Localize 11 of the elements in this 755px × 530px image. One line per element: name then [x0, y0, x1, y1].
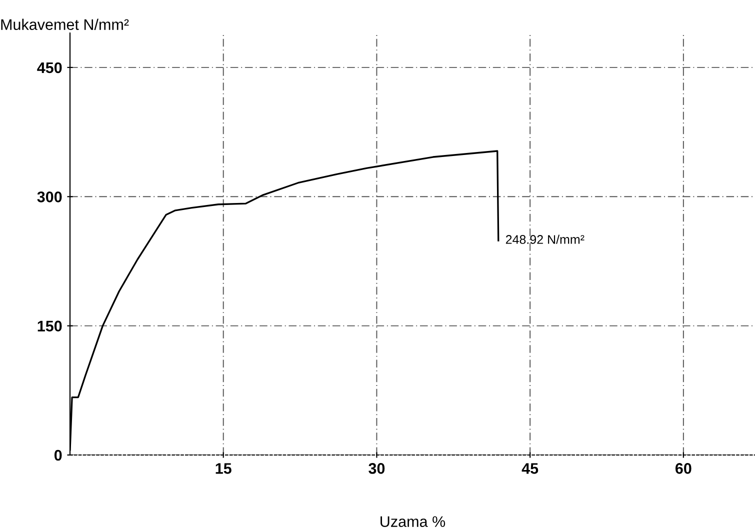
annotation: 248.92 N/mm² [506, 234, 584, 244]
x-tick-label: 15 [216, 463, 232, 474]
x-tick-label: 45 [522, 463, 538, 474]
x-tick-label: 60 [675, 463, 692, 474]
x-tick-label: 30 [368, 463, 385, 474]
y-tick-label: 150 [38, 320, 62, 332]
y-tick-label: 450 [37, 62, 62, 74]
y-tick-label: 300 [37, 192, 62, 202]
y-axis-title: Mukavemet N/mm² [1, 18, 129, 30]
x-axis-title: Uzama % [380, 516, 446, 527]
y-tick-label: 0 [54, 450, 62, 461]
